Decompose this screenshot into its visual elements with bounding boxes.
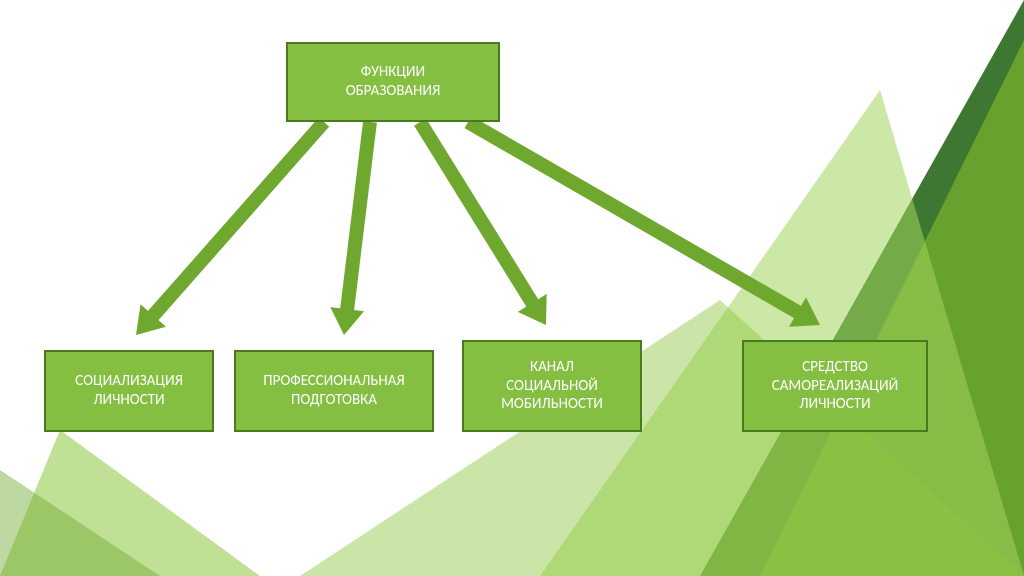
- child-box-professional: ПРОФЕССИОНАЛЬНАЯ ПОДГОТОВКА: [234, 350, 434, 432]
- root-box-label: ФУНКЦИИ ОБРАЗОВАНИЯ: [346, 63, 441, 101]
- child-box-label: СОЦИАЛИЗАЦИЯ ЛИЧНОСТИ: [75, 372, 183, 410]
- slide-canvas: ФУНКЦИИ ОБРАЗОВАНИЯ СОЦИАЛИЗАЦИЯ ЛИЧНОСТ…: [0, 0, 1024, 576]
- child-box-label: СРЕДСТВО САМОРЕАЛИЗАЦИЙ ЛИЧНОСТИ: [772, 358, 899, 414]
- background-decoration: [0, 0, 1024, 576]
- child-box-mobility: КАНАЛ СОЦИАЛЬНОЙ МОБИЛЬНОСТИ: [462, 340, 642, 432]
- child-box-selfrealization: СРЕДСТВО САМОРЕАЛИЗАЦИЙ ЛИЧНОСТИ: [742, 340, 928, 432]
- root-box: ФУНКЦИИ ОБРАЗОВАНИЯ: [286, 42, 500, 122]
- child-box-label: КАНАЛ СОЦИАЛЬНОЙ МОБИЛЬНОСТИ: [501, 358, 603, 414]
- child-box-socialization: СОЦИАЛИЗАЦИЯ ЛИЧНОСТИ: [44, 350, 214, 432]
- child-box-label: ПРОФЕССИОНАЛЬНАЯ ПОДГОТОВКА: [263, 372, 404, 410]
